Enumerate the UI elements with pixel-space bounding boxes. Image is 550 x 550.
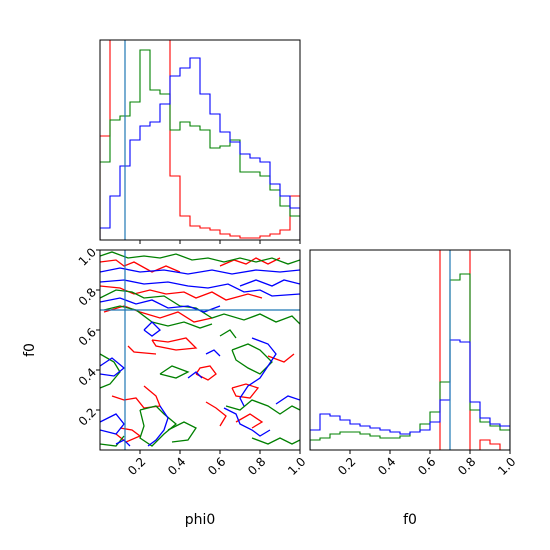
axes-frame [99,249,301,451]
x-axis-label-phi0: phi0 [185,512,216,528]
contour-line-s1-1 [100,289,300,325]
contour-line-s2-9 [147,405,169,447]
contour-line-s0-3 [151,337,198,351]
y-tick-label: 0.4 [76,365,99,388]
x-tick-label: 1.0 [495,455,518,478]
x-tick-label: 0.8 [455,455,478,478]
contour-line-s2-2 [100,297,221,313]
contour-line-s2-6 [187,371,203,379]
x-tick-label: 1.0 [285,455,308,478]
contour-line-s2-0 [100,267,300,275]
plot-area-h2 [310,250,510,450]
contour-line-s0-5 [195,365,217,381]
phi0-f0-contour-panel: 0.2 0.4 0.6 0.8 1.0 0.2 0.4 0.6 0.8 1.0 [76,245,309,478]
y-tick-label: 1.0 [76,245,99,268]
histogram-series-0 [310,250,510,450]
x-tick-label: 0.6 [415,455,438,478]
x-tick-label: 0.4 [375,455,398,478]
contour-line-s0-0 [100,259,181,273]
y-tick-label: 0.2 [76,405,99,428]
contour-line-s2-8 [223,407,271,437]
contour-line-s1-5 [139,405,178,447]
contour-line-s2-5 [205,349,221,357]
contour-line-s2-3 [239,279,300,287]
x-tick-label: 0.4 [165,455,188,478]
axes-frame [99,39,301,241]
histogram-series-2 [310,339,510,450]
y-tick-label: 0.8 [76,285,99,308]
contour-line-s1-0 [100,251,300,265]
x-tick-label: 0.8 [245,455,268,478]
axes-frame [309,249,511,451]
x-tick-label: 0.2 [125,455,148,478]
y-tick-label: 0.6 [76,325,99,348]
y-axis-label-f0: f0 [22,343,38,357]
contour-line-s1-10 [251,437,300,445]
contour-line-s0-8 [231,383,260,399]
x-axis-label-f0: f0 [403,512,417,528]
plot-area-contour [100,250,300,450]
contour-line-s2-12 [100,413,125,435]
x-tick-label: 0.6 [205,455,228,478]
contour-line-s1-11 [219,329,237,339]
contour-line-s1-4 [159,365,190,379]
contour-line-s2-11 [275,395,300,405]
contour-line-s0-6 [111,385,161,409]
histogram-series-0 [100,40,300,240]
contour-line-s2-4 [143,321,161,337]
contour-line-s2-7 [239,337,277,407]
histogram-series-2 [100,57,300,240]
contour-line-s1-6 [100,435,125,447]
contour-line-s2-10 [100,357,126,377]
contour-line-s1-9 [225,399,300,415]
x-tick-label: 0.2 [335,455,358,478]
contour-line-s1-7 [167,421,197,443]
phi0-histogram-panel [99,39,301,244]
contour-line-s2-13 [115,439,131,447]
contour-line-s0-7 [205,401,227,427]
contour-line-s0-10 [235,413,264,429]
contour-line-s0-2 [103,305,213,323]
contour-line-s1-2 [103,305,213,329]
contour-line-s2-1 [100,279,300,297]
contour-line-s0-4 [127,345,157,355]
f0-histogram-panel: 0.2 0.4 0.6 0.8 1.0 [309,249,518,478]
